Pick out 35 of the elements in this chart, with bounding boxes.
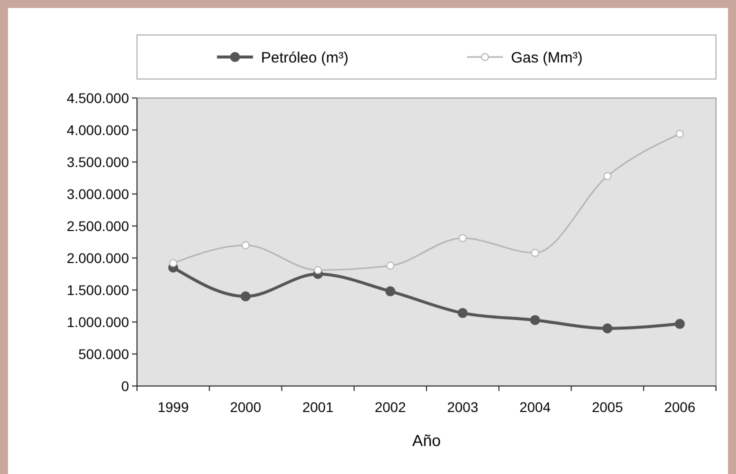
x-tick-label: 2001 xyxy=(302,399,334,415)
legend-label: Gas (Mm³) xyxy=(511,49,583,66)
point xyxy=(314,266,322,274)
x-tick-label: 2006 xyxy=(664,399,696,415)
x-axis-title: Año xyxy=(412,433,441,450)
y-tick-label: 4.000.000 xyxy=(66,122,130,138)
point xyxy=(674,318,685,329)
point xyxy=(458,234,467,242)
y-tick-label: 1.000.000 xyxy=(66,314,130,330)
y-tick-label: 500.000 xyxy=(78,346,130,362)
point xyxy=(169,259,178,268)
point xyxy=(458,308,468,318)
y-tick-label: 0 xyxy=(121,378,130,394)
y-tick-label: 2.500.000 xyxy=(66,218,130,234)
point xyxy=(530,315,540,326)
x-tick-label: 2000 xyxy=(230,399,262,415)
x-tick-label: 2002 xyxy=(374,399,406,415)
y-tick-label: 3.000.000 xyxy=(66,186,130,202)
point xyxy=(242,241,250,250)
point xyxy=(603,172,612,180)
y-tick-label: 3.500.000 xyxy=(66,154,130,170)
y-tick-label: 4.500.000 xyxy=(66,90,130,106)
point xyxy=(240,291,251,302)
point xyxy=(531,248,540,257)
point xyxy=(602,323,612,334)
y-tick-label: 1.500.000 xyxy=(66,282,130,298)
x-tick-label: 2003 xyxy=(447,399,478,415)
point xyxy=(385,286,396,296)
x-tick-label: 2004 xyxy=(519,399,551,415)
point xyxy=(676,130,684,138)
x-tick-label: 1999 xyxy=(158,399,189,415)
point xyxy=(386,262,394,270)
legend-label: Petróleo (m³) xyxy=(261,49,349,66)
x-tick-label: 2005 xyxy=(592,399,624,415)
y-tick-label: 2.000.000 xyxy=(66,250,130,266)
